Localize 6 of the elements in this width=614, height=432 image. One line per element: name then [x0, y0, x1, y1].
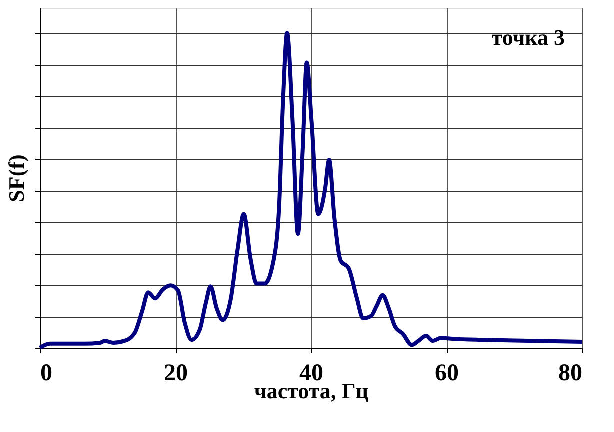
x-tick-label: 80	[558, 360, 582, 386]
x-tick-label: 0	[40, 360, 52, 386]
x-tick-label: 60	[435, 360, 459, 386]
y-axis-title: SF(f)	[4, 154, 29, 202]
x-tick-label: 20	[164, 360, 188, 386]
x-tick-label: 40	[300, 360, 324, 386]
